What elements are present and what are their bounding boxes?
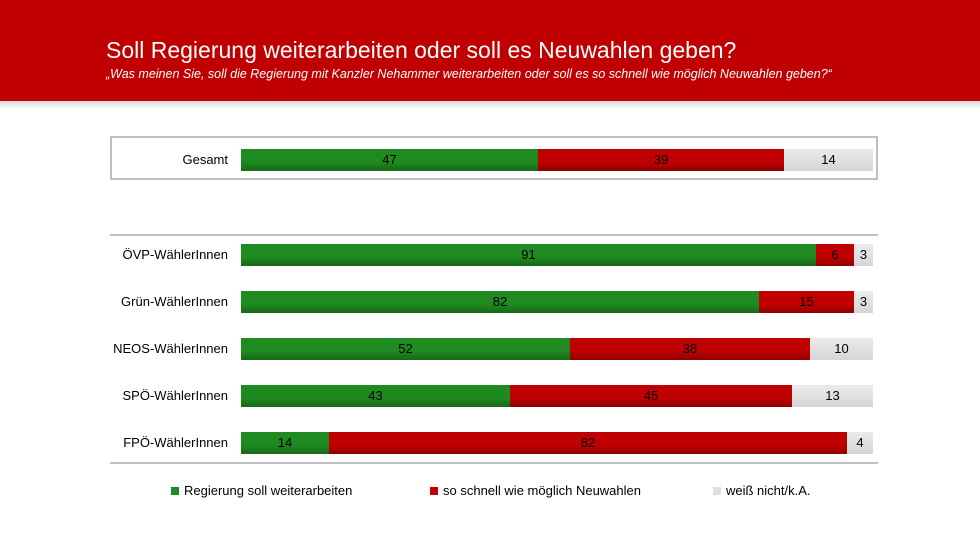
data-label: 6 [831, 247, 839, 262]
data-label: 82 [492, 294, 508, 309]
category-label: ÖVP-WählerInnen [122, 247, 229, 262]
group-bottom-divider [110, 462, 878, 464]
data-label: 10 [834, 341, 849, 356]
category-label: Gesamt [182, 152, 228, 167]
legend-swatch [171, 486, 179, 495]
bar-segment: 14 [784, 149, 873, 171]
gesamt-frame [110, 136, 878, 180]
legend-label: weiß nicht/k.A. [726, 483, 811, 498]
data-label: 45 [643, 388, 659, 403]
category-label: Grün-WählerInnen [121, 294, 228, 309]
bar-segment: 38 [570, 338, 810, 360]
header-banner: Soll Regierung weiterarbeiten oder soll … [0, 0, 980, 101]
bar-segment: 82 [329, 432, 847, 454]
bar-segment: 52 [241, 338, 570, 360]
bar-segment: 47 [241, 149, 538, 171]
bar-segment: 13 [792, 385, 873, 407]
data-label: 39 [653, 152, 669, 167]
header-shadow [0, 101, 980, 109]
data-label: 82 [580, 435, 596, 450]
legend-item: weiß nicht/k.A. [713, 483, 811, 498]
group-top-divider [110, 234, 878, 236]
data-label: 3 [859, 247, 868, 262]
bar-segment: 4 [847, 432, 873, 454]
bar-segment: 15 [759, 291, 854, 313]
bar-segment: 3 [854, 291, 873, 313]
category-label: FPÖ-WählerInnen [123, 435, 228, 450]
legend-item: so schnell wie möglich Neuwahlen [430, 483, 641, 498]
data-label: 38 [682, 341, 698, 356]
data-label: 43 [368, 388, 383, 403]
bar-segment: 82 [241, 291, 759, 313]
category-label: NEOS-WählerInnen [113, 341, 228, 356]
data-label: 91 [521, 247, 536, 262]
category-label: SPÖ-WählerInnen [122, 388, 229, 403]
bar-segment: 3 [854, 244, 873, 266]
page-title: Soll Regierung weiterarbeiten oder soll … [106, 37, 737, 63]
legend-item: Regierung soll weiterarbeiten [171, 483, 352, 498]
data-label: 13 [825, 388, 840, 403]
bar-segment: 39 [538, 149, 784, 171]
legend-swatch [430, 486, 438, 495]
bar-segment: 43 [241, 385, 510, 407]
page-subtitle: „Was meinen Sie, soll die Regierung mit … [106, 67, 832, 81]
legend-label: Regierung soll weiterarbeiten [184, 483, 353, 498]
data-label: 47 [382, 152, 397, 167]
legend-label: so schnell wie möglich Neuwahlen [443, 483, 641, 498]
data-label: 14 [277, 435, 293, 450]
data-label: 3 [859, 294, 868, 309]
data-label: 15 [799, 294, 814, 309]
bar-segment: 45 [510, 385, 792, 407]
bar-segment: 10 [810, 338, 873, 360]
legend-swatch [713, 486, 721, 495]
data-label: 4 [856, 435, 864, 450]
data-label: 52 [398, 341, 413, 356]
bar-segment: 14 [241, 432, 329, 454]
data-label: 14 [821, 152, 836, 167]
bar-segment: 6 [816, 244, 854, 266]
bar-segment: 91 [241, 244, 816, 266]
